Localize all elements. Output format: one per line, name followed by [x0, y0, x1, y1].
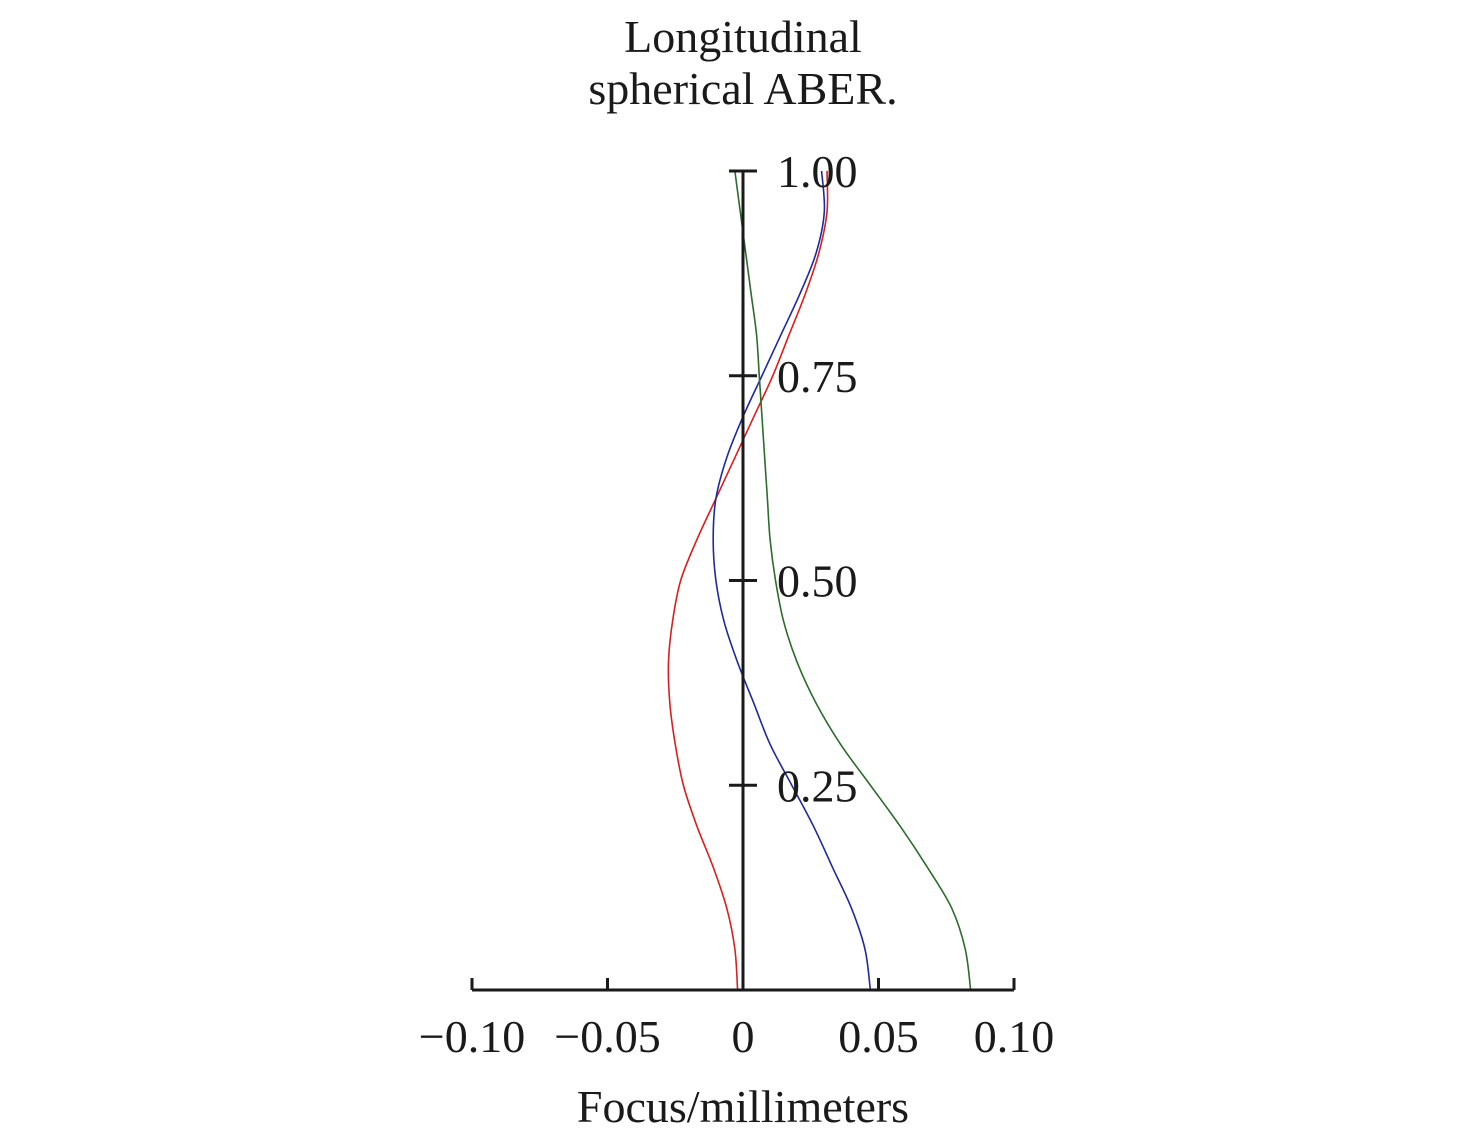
- x-tick-label: 0.05: [838, 1011, 919, 1062]
- y-tick-label: 1.00: [777, 146, 858, 197]
- x-tick-label: −0.05: [554, 1011, 660, 1062]
- y-tick-label: 0.25: [777, 760, 858, 811]
- x-tick-label: 0.10: [974, 1011, 1055, 1062]
- x-ticks: −0.10 −0.05 0 0.05 0.10: [419, 978, 1054, 1062]
- chart-title-line-2: spherical ABER.: [588, 63, 897, 114]
- y-tick-label: 0.75: [777, 351, 858, 402]
- y-ticks: 0.25 0.50 0.75 1.00: [729, 146, 858, 811]
- series-group: [667, 170, 972, 991]
- x-axis-label: Focus/millimeters: [577, 1081, 909, 1132]
- y-tick-label: 0.50: [777, 556, 858, 607]
- chart-title-line-1: Longitudinal: [624, 11, 862, 62]
- series-line-1: [667, 170, 829, 991]
- x-tick-label: 0: [732, 1011, 755, 1062]
- series-line-2: [712, 170, 872, 991]
- x-tick-label: −0.10: [419, 1011, 525, 1062]
- series-line-3: [734, 170, 972, 991]
